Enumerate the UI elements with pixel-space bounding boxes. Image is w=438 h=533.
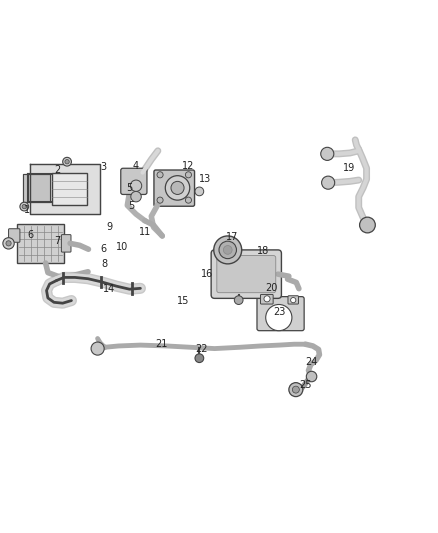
Text: 7: 7 [54, 236, 60, 246]
Text: 14: 14 [103, 284, 115, 294]
Circle shape [157, 172, 163, 178]
Circle shape [219, 241, 237, 259]
Circle shape [185, 197, 191, 203]
Circle shape [185, 172, 191, 178]
Text: 16: 16 [201, 269, 213, 279]
Text: 9: 9 [106, 222, 112, 232]
Circle shape [20, 202, 28, 211]
Text: 22: 22 [195, 344, 208, 353]
Text: 6: 6 [27, 230, 33, 240]
Circle shape [171, 181, 184, 195]
Circle shape [3, 238, 14, 249]
Text: 13: 13 [199, 174, 211, 184]
FancyBboxPatch shape [121, 168, 147, 195]
FancyBboxPatch shape [288, 296, 298, 304]
FancyBboxPatch shape [261, 294, 273, 304]
Circle shape [131, 180, 142, 191]
Circle shape [22, 204, 26, 209]
Circle shape [321, 176, 335, 189]
Circle shape [131, 191, 141, 202]
Text: 17: 17 [226, 232, 238, 242]
Circle shape [195, 187, 204, 196]
Circle shape [290, 297, 296, 303]
Circle shape [223, 246, 232, 254]
Circle shape [360, 217, 375, 233]
Circle shape [91, 342, 104, 355]
Circle shape [264, 296, 270, 302]
FancyBboxPatch shape [17, 224, 64, 263]
Circle shape [6, 241, 11, 246]
Text: 15: 15 [177, 296, 189, 305]
Circle shape [292, 386, 299, 393]
Text: 18: 18 [257, 246, 269, 256]
Text: 20: 20 [265, 284, 278, 293]
Circle shape [195, 354, 204, 362]
Polygon shape [30, 164, 100, 214]
Circle shape [157, 197, 163, 203]
Text: 5: 5 [128, 201, 135, 211]
Text: 12: 12 [182, 161, 194, 171]
Text: 4: 4 [133, 161, 139, 171]
FancyBboxPatch shape [217, 256, 276, 293]
Text: 23: 23 [273, 308, 286, 317]
FancyBboxPatch shape [257, 297, 304, 330]
Circle shape [234, 296, 243, 304]
FancyBboxPatch shape [52, 173, 87, 205]
Text: 2: 2 [54, 165, 60, 175]
Circle shape [63, 157, 71, 166]
Text: 19: 19 [343, 163, 355, 173]
Circle shape [306, 372, 317, 382]
Text: 11: 11 [139, 227, 151, 237]
FancyBboxPatch shape [211, 250, 282, 298]
Circle shape [65, 159, 69, 164]
Circle shape [289, 383, 303, 397]
Polygon shape [23, 174, 49, 201]
FancyBboxPatch shape [9, 229, 20, 243]
Text: 10: 10 [116, 242, 128, 252]
Circle shape [214, 236, 242, 264]
Text: 21: 21 [155, 339, 168, 349]
Text: 24: 24 [305, 357, 318, 367]
Text: 25: 25 [299, 380, 312, 390]
FancyBboxPatch shape [154, 170, 194, 206]
Text: 5: 5 [127, 183, 133, 193]
Text: 8: 8 [102, 259, 108, 269]
Circle shape [266, 304, 292, 330]
Circle shape [165, 176, 190, 200]
Text: 3: 3 [100, 162, 106, 172]
FancyBboxPatch shape [61, 235, 71, 252]
Text: 1: 1 [24, 205, 30, 215]
Circle shape [321, 147, 334, 160]
Text: 6: 6 [100, 244, 106, 254]
